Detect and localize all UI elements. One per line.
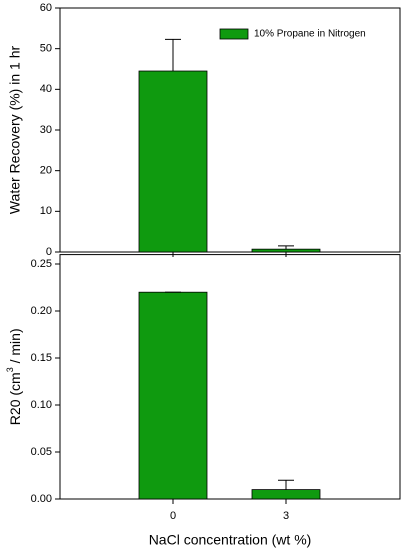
- y-tick-label: 0: [46, 246, 52, 258]
- y-tick-label: 0.05: [31, 446, 52, 458]
- y-tick-label: 0.15: [31, 352, 52, 364]
- y-axis-title-part: 3: [5, 367, 15, 372]
- y-axis-title-part: / min): [7, 328, 23, 367]
- legend-swatch: [219, 28, 249, 40]
- y-tick-label: 0.10: [31, 399, 52, 411]
- y-tick-label: 0.00: [31, 493, 52, 505]
- bar: [138, 70, 208, 253]
- error-bar: [278, 245, 294, 250]
- y-tick-label: 30: [40, 124, 52, 136]
- x-tick-label: 0: [170, 510, 176, 522]
- y-axis-title: R20 (cm3 / min): [5, 328, 22, 425]
- y-tick-label: 60: [40, 2, 52, 14]
- legend-label: 10% Propane in Nitrogen: [254, 29, 366, 40]
- y-tick-label: 10: [40, 205, 52, 217]
- y-tick-label: 20: [40, 165, 52, 177]
- y-tick-label: 0.25: [31, 258, 52, 270]
- y-axis-title-part: R20 (cm: [7, 372, 23, 425]
- plot-frame: [59, 254, 401, 500]
- x-tick-label: 3: [283, 510, 289, 522]
- error-bar: [165, 38, 181, 72]
- y-axis-title: Water Recovery (%) in 1 hr: [7, 46, 23, 215]
- bar: [251, 489, 321, 500]
- error-bar: [278, 479, 294, 490]
- plot-frame: [59, 7, 401, 253]
- y-tick-label: 40: [40, 83, 52, 95]
- bar: [251, 248, 321, 253]
- y-tick-label: 0.20: [31, 305, 52, 317]
- x-axis-title: NaCl concentration (wt %): [149, 532, 312, 548]
- bar: [138, 291, 208, 500]
- y-tick-label: 50: [40, 43, 52, 55]
